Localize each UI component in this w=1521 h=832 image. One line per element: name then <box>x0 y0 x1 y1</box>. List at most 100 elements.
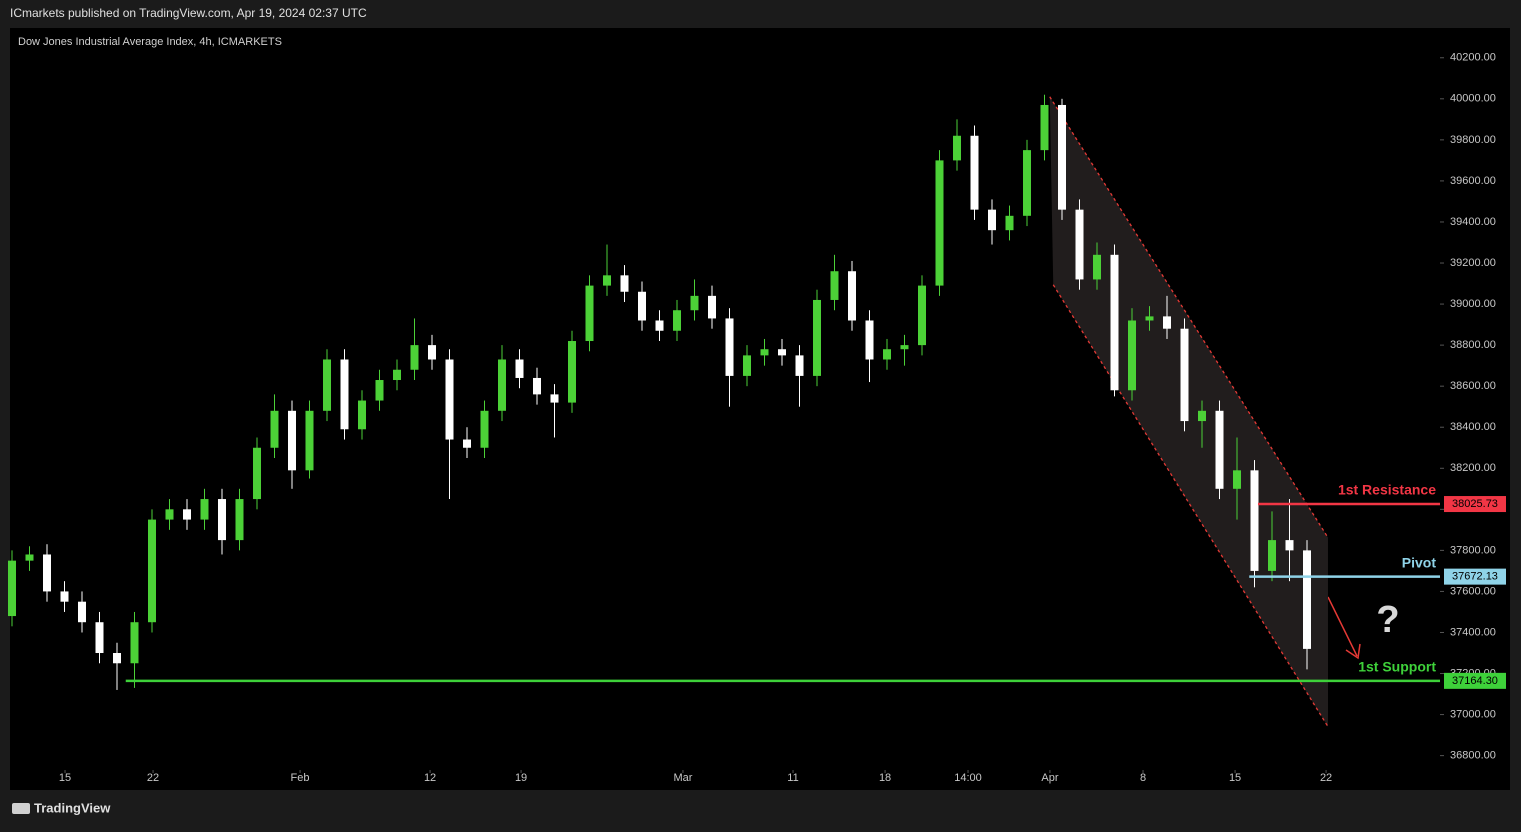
x-tick-label: 15 <box>1229 772 1241 784</box>
candle-body <box>1180 328 1189 422</box>
candle-body <box>1162 316 1171 329</box>
x-tick-label: 14:00 <box>954 772 982 784</box>
x-tick-label: 22 <box>1320 772 1332 784</box>
channel-line <box>1049 96 1329 538</box>
y-tick-label: 39600.00 <box>1450 175 1496 187</box>
candle-body <box>252 447 261 500</box>
candle-body <box>305 410 314 471</box>
candle-body <box>742 355 751 376</box>
candle-body <box>917 285 926 346</box>
candle-body <box>812 299 821 376</box>
candle-body <box>340 359 349 430</box>
candle-body <box>1110 254 1119 391</box>
price-box-label: 37164.30 <box>1452 675 1498 687</box>
logo-icon <box>12 803 30 814</box>
candle-body <box>42 554 51 592</box>
candle-body <box>585 285 594 342</box>
candle-body <box>1250 470 1259 571</box>
candle-body <box>602 275 611 286</box>
candle-body <box>217 499 226 541</box>
candle-body <box>567 341 576 403</box>
candle-body <box>795 355 804 376</box>
y-tick-label: 36800.00 <box>1450 750 1496 762</box>
candle-body <box>1232 470 1241 489</box>
candle-body <box>637 291 646 321</box>
candle-body <box>760 349 769 356</box>
candle-body <box>690 295 699 311</box>
candle-body <box>165 509 174 520</box>
y-tick-label: 40000.00 <box>1450 93 1496 105</box>
candle-body <box>1285 540 1294 551</box>
candle-body <box>392 369 401 381</box>
level-name: 1st Resistance <box>1338 482 1436 498</box>
candle-body <box>130 622 139 664</box>
y-tick-label: 39200.00 <box>1450 257 1496 269</box>
candle-body <box>200 499 209 520</box>
x-tick-label: 22 <box>147 772 159 784</box>
candle-body <box>515 359 524 378</box>
y-tick-label: 38400.00 <box>1450 421 1496 433</box>
candle-body <box>357 400 366 430</box>
y-tick-label: 37800.00 <box>1450 544 1496 556</box>
candle-body <box>672 310 681 331</box>
candle-body <box>147 519 156 623</box>
x-tick-label: 8 <box>1140 772 1146 784</box>
candle-body <box>707 295 716 319</box>
candle-body <box>95 622 104 654</box>
y-tick-label: 39400.00 <box>1450 216 1496 228</box>
price-box-label: 38025.73 <box>1452 498 1498 510</box>
price-box <box>1444 496 1506 513</box>
candle-body <box>77 601 86 623</box>
candle-body <box>270 410 279 448</box>
arrow <box>1327 596 1361 660</box>
level-name: Pivot <box>1402 554 1437 570</box>
candle-body <box>620 275 629 292</box>
candle-body <box>410 345 419 370</box>
x-tick-label: Mar <box>673 772 692 784</box>
candle-body <box>1267 540 1276 571</box>
candle-body <box>1005 215 1014 231</box>
candle-body <box>462 439 471 448</box>
footer: TradingView <box>34 800 111 815</box>
candle-body <box>1127 320 1136 391</box>
candle-body <box>1215 410 1224 489</box>
y-tick-label: 39800.00 <box>1450 134 1496 146</box>
header: ICmarkets published on TradingView.com, … <box>10 6 367 20</box>
candle-body <box>847 271 856 321</box>
candle-body <box>935 160 944 286</box>
candle-body <box>1022 150 1031 216</box>
x-tick-label: 12 <box>424 772 436 784</box>
candle-body <box>1145 316 1154 321</box>
candle-body <box>287 410 296 471</box>
plot-area <box>10 28 1510 790</box>
chart-title: Dow Jones Industrial Average Index, 4h, … <box>18 36 282 48</box>
candle-body <box>235 499 244 541</box>
candle-body <box>830 271 839 300</box>
level-name: 1st Support <box>1358 659 1436 675</box>
y-tick-label: 37600.00 <box>1450 585 1496 597</box>
candle-body <box>1040 104 1049 151</box>
channel-line <box>1052 284 1329 728</box>
candle-body <box>427 345 436 360</box>
candle-body <box>445 359 454 440</box>
candle-body <box>1075 209 1084 280</box>
price-box <box>1444 568 1506 585</box>
candle-body <box>1057 104 1066 210</box>
candle-body <box>112 653 121 664</box>
candle-body <box>865 320 874 360</box>
candle-body <box>725 318 734 376</box>
x-tick-label: 18 <box>879 772 891 784</box>
candle-body <box>480 410 489 448</box>
candle-body <box>987 209 996 231</box>
candle-body <box>182 509 191 520</box>
candle-body <box>882 349 891 360</box>
logo <box>12 803 30 814</box>
candle-body <box>375 380 384 401</box>
candle-body <box>25 554 34 561</box>
price-box <box>1444 672 1506 689</box>
y-tick-label: 38800.00 <box>1450 339 1496 351</box>
candle-body <box>655 320 664 331</box>
candle-body <box>550 394 559 403</box>
candle-body <box>1092 254 1101 280</box>
